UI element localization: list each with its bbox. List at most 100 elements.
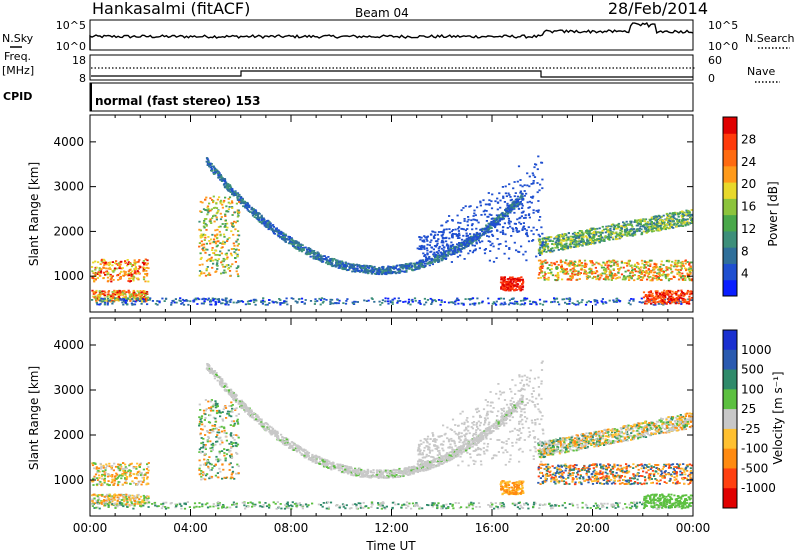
scatter-cell: [203, 300, 206, 302]
scatter-cell: [671, 260, 674, 263]
scatter-cell: [471, 223, 474, 225]
scatter-cell: [193, 300, 196, 303]
scatter-cell: [491, 193, 494, 196]
scatter-cell: [353, 300, 356, 303]
nave-tick-lo: 0: [708, 72, 715, 85]
scatter-cell: [561, 245, 564, 248]
scatter-cell: [424, 236, 427, 239]
scatter-cell: [662, 227, 665, 230]
scatter-cell: [564, 262, 567, 265]
scatter-cell: [233, 251, 236, 253]
scatter-cell: [615, 231, 618, 234]
scatter-cell: [381, 266, 384, 269]
scatter-cell: [650, 294, 653, 297]
scatter-cell: [95, 289, 98, 292]
scatter-cell: [215, 263, 219, 266]
scatter-cell: [206, 158, 209, 160]
scatter-cell: [562, 271, 565, 274]
scatter-cell: [123, 270, 126, 273]
scatter-cell: [337, 264, 340, 267]
scatter-cell: [135, 299, 138, 302]
scatter-cell: [635, 265, 638, 268]
scatter-cell: [512, 285, 515, 288]
scatter-cell: [143, 263, 146, 266]
scatter-cell: [583, 271, 587, 273]
scatter-cell: [445, 228, 448, 231]
scatter-cell: [136, 290, 139, 292]
scatter-cell: [608, 270, 611, 273]
scatter-cell: [580, 262, 584, 264]
scatter-cell: [637, 270, 640, 273]
scatter-cell: [117, 291, 121, 293]
scatter-cell: [208, 165, 211, 168]
scatter-cell: [424, 265, 427, 267]
scatter-cell: [473, 209, 476, 212]
scatter-cell: [596, 275, 599, 278]
scatter-cell: [107, 294, 110, 297]
scatter-cell: [655, 277, 658, 280]
scatter-cell: [111, 275, 114, 278]
scatter-cell: [380, 268, 383, 271]
scatter-cell: [681, 212, 684, 215]
scatter-cell: [141, 261, 144, 264]
scatter-cell: [432, 235, 436, 238]
scatter-cell: [501, 287, 504, 289]
scatter-cell: [502, 284, 505, 286]
scatter-cell: [670, 299, 673, 301]
scatter-cell: [589, 301, 592, 303]
scatter-cell: [585, 275, 588, 278]
scatter-cell: [297, 243, 300, 245]
scatter-cell: [554, 274, 557, 277]
scatter-cell: [550, 268, 553, 270]
scatter-cell: [135, 294, 138, 297]
scatter-cell: [479, 201, 482, 204]
scatter-cell: [214, 206, 217, 209]
scatter-cell: [199, 229, 202, 232]
scatter-cell: [512, 281, 515, 283]
scatter-cell: [505, 211, 508, 213]
scatter-cell: [519, 184, 522, 187]
scatter-cell: [236, 210, 239, 213]
scatter-cell: [606, 260, 609, 263]
scatter-cell: [655, 215, 659, 218]
scatter-cell: [108, 263, 111, 266]
scatter-cell: [514, 205, 517, 208]
scatter-cell: [226, 187, 229, 189]
scatter-cell: [264, 222, 267, 225]
scatter-cell: [368, 267, 371, 269]
scatter-cell: [521, 185, 524, 188]
scatter-cell: [452, 247, 455, 250]
scatter-cell: [456, 237, 460, 239]
scatter-cell: [554, 243, 557, 246]
scatter-cell: [621, 278, 624, 281]
scatter-cell: [414, 262, 417, 265]
scatter-cell: [433, 251, 436, 254]
scatter-cell: [675, 225, 678, 228]
scatter-cell: [622, 276, 625, 279]
scatter-cell: [253, 301, 256, 304]
scatter-cell: [198, 228, 201, 231]
scatter-cell: [676, 291, 679, 293]
scatter-cell: [294, 242, 297, 244]
scatter-cell: [609, 231, 612, 233]
scatter-cell: [470, 219, 473, 222]
scatter-cell: [304, 299, 307, 301]
scatter-cell: [216, 268, 219, 270]
scatter-cell: [622, 221, 625, 224]
scatter-cell: [527, 226, 530, 229]
scatter-cell: [431, 298, 434, 301]
scatter-cell: [561, 268, 564, 271]
scatter-cell: [442, 241, 445, 244]
scatter-cell: [330, 261, 333, 264]
scatter-cell: [521, 278, 524, 281]
scatter-cell: [639, 219, 642, 222]
scatter-cell: [614, 300, 617, 303]
scatter-cell: [544, 245, 547, 247]
scatter-cell: [562, 237, 565, 240]
scatter-cell: [560, 245, 563, 247]
scatter-cell: [606, 230, 609, 232]
scatter-cell: [655, 291, 658, 294]
scatter-cell: [286, 303, 289, 306]
scatter-cell: [608, 238, 611, 241]
scatter-cell: [243, 200, 246, 203]
